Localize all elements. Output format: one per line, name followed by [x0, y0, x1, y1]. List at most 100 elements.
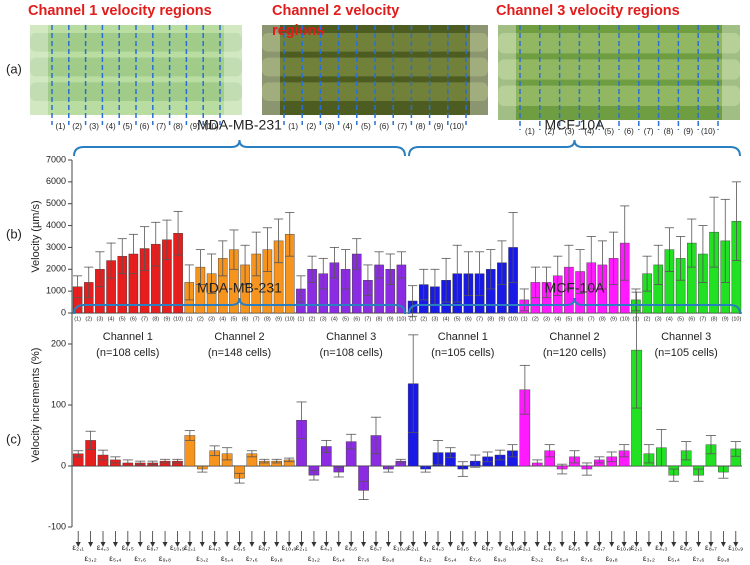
- x-tick-label: ε₃,₂: [196, 554, 208, 563]
- x-tick-label: ε₁₀,₉: [282, 543, 297, 552]
- x-tick-label: (6): [688, 316, 695, 322]
- region-label: (6): [379, 122, 389, 131]
- arrow-head: [299, 542, 305, 547]
- group-note: (n=120 cells): [543, 347, 606, 359]
- x-tick-label: (7): [700, 316, 707, 322]
- error-bar: [519, 288, 529, 312]
- error-bar: [553, 255, 563, 296]
- error-bar: [508, 212, 518, 283]
- error-bar: [586, 236, 596, 290]
- error-bar: [284, 457, 295, 463]
- x-tick-label: ε₂,₁: [631, 543, 643, 552]
- error-bar: [106, 242, 116, 279]
- error-bar: [85, 430, 96, 450]
- x-tick-label: (8): [264, 316, 271, 322]
- x-tick-label: ε₇,₆: [469, 554, 481, 563]
- arrow-head: [237, 542, 242, 547]
- x-tick-label: (1): [633, 316, 640, 322]
- x-tick-label: ε₁₀,₉: [617, 543, 632, 552]
- error-bar: [420, 465, 431, 473]
- image-title: Channel 1 velocity regions: [28, 3, 212, 19]
- region-label: (4): [343, 122, 353, 131]
- error-bar: [73, 275, 83, 299]
- arrow-head: [708, 542, 714, 547]
- x-tick-label: ε₄,₃: [209, 543, 221, 552]
- x-tick-label: (5): [677, 316, 684, 322]
- image-title: Channel 3 velocity regions: [496, 3, 680, 19]
- x-tick-label: ε₁₀,₉: [728, 543, 743, 552]
- error-bar: [296, 401, 307, 439]
- error-bar: [173, 210, 183, 256]
- region-label: (8): [416, 122, 426, 131]
- x-tick-label: (7): [365, 316, 372, 322]
- x-tick-label: ε₅,₄: [109, 554, 121, 563]
- error-bar: [609, 231, 619, 285]
- x-tick-label: ε₅,₄: [668, 554, 680, 563]
- error-bar: [395, 458, 406, 464]
- group-name: Channel 2: [214, 331, 264, 343]
- x-tick-label: ε₆,₅: [457, 543, 469, 552]
- x-tick-label: ε₈,₇: [370, 543, 382, 552]
- arrow-head: [696, 542, 702, 547]
- bracket: [408, 139, 741, 157]
- x-tick-label: (2): [420, 316, 427, 322]
- error-bar: [385, 253, 395, 285]
- arrow-head: [460, 542, 466, 547]
- region-label: (7): [644, 127, 654, 136]
- x-tick-label: (1): [521, 316, 528, 322]
- x-tick-label: (9): [164, 316, 171, 322]
- error-bar: [184, 430, 195, 441]
- error-bar: [209, 445, 220, 457]
- error-bar: [544, 444, 555, 458]
- error-bar: [333, 466, 344, 478]
- panel-label: (c): [6, 431, 21, 446]
- error-bar: [95, 251, 105, 288]
- x-tick-label: ε₄,₃: [655, 543, 667, 552]
- error-bar: [668, 468, 679, 482]
- y-tick-label: 0: [61, 460, 66, 470]
- error-bar: [575, 249, 585, 294]
- error-bar: [681, 441, 692, 461]
- region-label: (1): [525, 127, 535, 136]
- region-label: (2): [72, 122, 82, 131]
- error-bar: [246, 450, 257, 458]
- region-label: (8): [664, 127, 674, 136]
- error-bar: [234, 472, 245, 484]
- arrow-head: [212, 542, 218, 547]
- error-bar: [631, 291, 642, 409]
- arrow-head: [224, 542, 230, 547]
- region-label: (10): [701, 127, 716, 136]
- error-bar: [341, 249, 351, 290]
- region-label: (8): [173, 122, 183, 131]
- x-tick-label: (10): [620, 316, 630, 322]
- arrow-head: [199, 542, 205, 547]
- error-bar: [97, 449, 109, 461]
- arrow-head: [100, 542, 106, 547]
- error-bar: [441, 257, 451, 303]
- chamber-right: [722, 25, 740, 120]
- x-tick-label: (8): [487, 316, 494, 322]
- x-tick-label: (4): [219, 316, 226, 322]
- error-bar: [687, 218, 697, 268]
- y-tick-label: 2000: [46, 264, 66, 274]
- arrow-head: [137, 542, 143, 547]
- chamber-right: [224, 25, 242, 115]
- error-bar: [296, 275, 306, 303]
- x-tick-label: (2): [197, 316, 204, 322]
- arrow-head: [187, 542, 193, 547]
- error-bar: [642, 255, 652, 292]
- x-tick-label: (6): [465, 316, 472, 322]
- y-tick-label: 1000: [46, 286, 66, 296]
- x-tick-label: (5): [454, 316, 461, 322]
- x-tick-label: ε₇,₆: [358, 554, 370, 563]
- arrow-head: [485, 542, 491, 547]
- y-tick-label: -100: [48, 521, 66, 531]
- arrow-head: [634, 542, 640, 547]
- x-tick-label: (9): [722, 316, 729, 322]
- arrow-head: [174, 542, 180, 547]
- x-tick-label: ε₆,₅: [122, 543, 134, 552]
- error-bar: [463, 251, 473, 296]
- error-bar: [271, 458, 282, 464]
- x-tick-label: (6): [577, 316, 584, 322]
